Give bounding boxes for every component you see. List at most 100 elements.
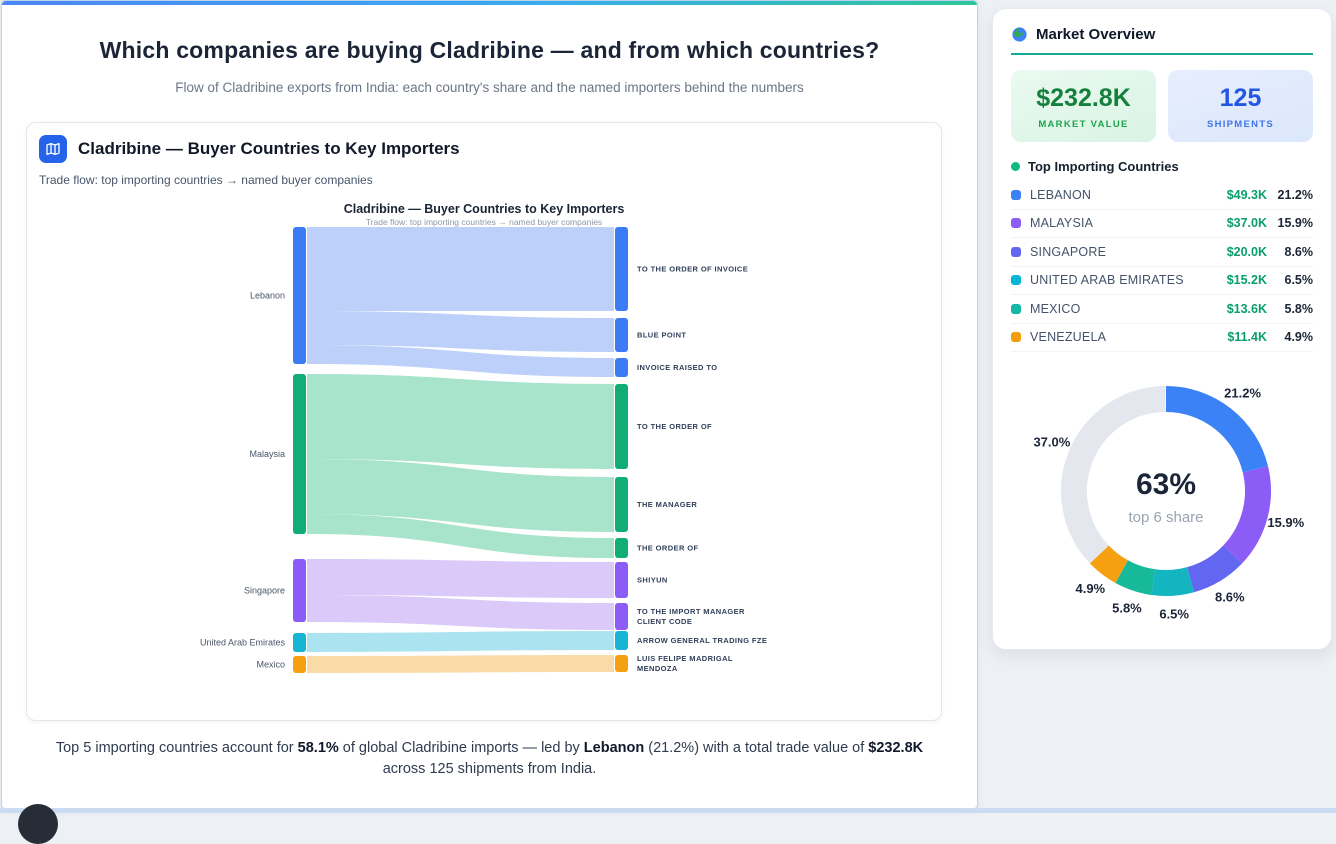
page-subtitle: Flow of Cladribine exports from India: e… <box>175 80 804 95</box>
sankey-importer-node[interactable] <box>615 562 628 598</box>
country-name: UNITED ARAB EMIRATES <box>1030 273 1184 288</box>
sankey-importer-label: THE MANAGER <box>637 500 697 509</box>
sankey-flow[interactable] <box>307 227 614 311</box>
donut-chart-wrap: 21.2% 15.9% 8.6% 6.5% 5.8% 4.9% 37.0% 63% top 6 … <box>993 364 1331 640</box>
donut-chart: 21.2% 15.9% 8.6% 6.5% 5.8% 4.9% 37.0% 63% top 6 … <box>1033 386 1304 622</box>
corner-badge <box>18 804 58 844</box>
sankey-importer-node[interactable] <box>615 384 628 469</box>
stats-row: $232.8K MARKET VALUE 125 SHIPMENTS <box>1011 70 1313 142</box>
donut-slice-mexico[interactable] <box>1115 560 1156 595</box>
country-row: MALAYSIA $37.0K 15.9% <box>1011 210 1313 238</box>
market-overview-card: Market Overview $232.8K MARKET VALUE 125 SH… <box>992 8 1332 650</box>
country-value: $15.2K <box>1226 273 1267 288</box>
sankey-country-label: Lebanon <box>250 291 285 301</box>
sankey-importer-node[interactable] <box>615 318 628 352</box>
chart-card-subtitle: Trade flow: top importing countries → na… <box>39 173 373 187</box>
country-color-dot <box>1011 303 1021 314</box>
sankey-country-node-lebanon[interactable] <box>293 227 306 364</box>
sankey-importer-label: THE ORDER OF <box>637 544 698 553</box>
sankey-importer-label: ARROW GENERAL TRADING FZE <box>637 636 767 645</box>
sankey-flow[interactable] <box>307 459 614 532</box>
sankey-flow[interactable] <box>307 514 614 558</box>
bottom-strip <box>0 808 1336 813</box>
stat-value: $232.8K <box>1036 84 1131 112</box>
donut-slice-venezuela[interactable] <box>1089 545 1129 584</box>
sankey-importer-node[interactable] <box>615 631 628 650</box>
summary-text: Top 5 importing countries account for 58… <box>42 738 937 780</box>
donut-slice-label: 15.9% <box>1267 515 1304 530</box>
summary-value-bold: $232.8K <box>868 740 924 756</box>
country-name: VENEZUELA <box>1030 330 1107 345</box>
stat-value: 125 <box>1219 84 1262 112</box>
sankey-chart: Cladribine — Buyer Countries to Key Impo… <box>200 202 767 673</box>
country-name: SINGAPORE <box>1030 244 1107 259</box>
country-name: MEXICO <box>1030 301 1081 316</box>
sankey-importer-label: TO THE IMPORT MANAGER <box>637 607 745 616</box>
sankey-flow[interactable] <box>307 374 614 469</box>
sankey-chart-card: Cladribine — Buyer Countries to Key Impo… <box>26 122 942 721</box>
country-percent: 21.2% <box>1277 187 1313 202</box>
donut-slice-malaysia[interactable] <box>1222 466 1271 564</box>
summary-segment: of global Cladribine imports — led by <box>338 740 584 756</box>
donut-slice-label: 21.2% <box>1224 386 1261 401</box>
sankey-flow[interactable] <box>307 345 614 377</box>
donut-slice-label: 6.5% <box>1159 607 1189 622</box>
donut-slice-united-arab-emirates[interactable] <box>1151 567 1195 596</box>
sankey-flow[interactable] <box>307 655 614 673</box>
sankey-country-label: Singapore <box>244 586 285 596</box>
sankey-importer-node[interactable] <box>615 358 628 377</box>
sankey-flow[interactable] <box>307 595 614 630</box>
country-name: MALAYSIA <box>1030 216 1094 231</box>
sankey-country-node-mexico[interactable] <box>293 656 306 673</box>
sankey-title: Cladribine — Buyer Countries to Key Impo… <box>344 202 625 216</box>
country-row: MEXICO $13.6K 5.8% <box>1011 295 1313 324</box>
stat-market-value: $232.8K MARKET VALUE <box>1011 70 1156 142</box>
donut-slice-singapore[interactable] <box>1186 545 1243 593</box>
country-percent: 6.5% <box>1284 273 1314 288</box>
country-percent: 4.9% <box>1284 330 1314 345</box>
stat-shipments: 125 SHIPMENTS <box>1168 70 1313 142</box>
sankey-flow[interactable] <box>307 631 614 652</box>
country-color-dot <box>1011 189 1021 200</box>
sankey-importer-label: TO THE ORDER OF <box>637 422 712 431</box>
sankey-importer-node[interactable] <box>615 227 628 311</box>
country-value: $11.4K <box>1227 330 1267 345</box>
sankey-importer-node[interactable] <box>615 603 628 630</box>
page-title: Which companies are buying Cladribine — … <box>99 37 880 63</box>
stat-label: SHIPMENTS <box>1206 119 1275 130</box>
sankey-flow[interactable] <box>307 311 614 352</box>
sankey-country-node-singapore[interactable] <box>293 559 306 622</box>
sankey-country-label: United Arab Emirates <box>200 638 286 648</box>
sankey-importer-node[interactable] <box>615 477 628 532</box>
country-row: VENEZUELA $11.4K 4.9% <box>1011 324 1314 352</box>
donut-center-value: 63% <box>1136 468 1196 501</box>
donut-slice-other[interactable] <box>1061 386 1166 564</box>
country-percent: 5.8% <box>1284 301 1314 316</box>
sankey-country-label: Malaysia <box>249 449 285 459</box>
globe-icon <box>1011 26 1028 43</box>
top-importing-countries-label: Top Importing Countries <box>1028 159 1179 174</box>
market-overview-title: Market Overview <box>1036 26 1156 43</box>
sankey-importer-label: INVOICE RAISED TO <box>637 363 717 372</box>
sankey-country-label: Mexico <box>256 660 285 670</box>
sankey-importer-label: SHIYUN <box>637 576 668 585</box>
gradient-accent-bar <box>2 1 977 5</box>
sankey-country-node-united-arab-emirates[interactable] <box>293 633 306 652</box>
donut-slice-lebanon[interactable] <box>1165 386 1269 473</box>
country-color-dot <box>1011 218 1021 229</box>
sankey-flow[interactable] <box>307 559 614 598</box>
sankey-country-node-malaysia[interactable] <box>293 374 306 534</box>
country-row: LEBANON $49.3K 21.2% <box>1011 181 1313 210</box>
sankey-importer-label: BLUE POINT <box>637 331 686 340</box>
summary-segment: Top 5 importing countries account for <box>55 740 298 756</box>
country-value: $37.0K <box>1226 216 1267 231</box>
report-panel: Which companies are buying Cladribine — … <box>1 0 978 809</box>
donut-slice-label: 5.8% <box>1112 601 1142 616</box>
summary-country-bold: Lebanon <box>583 740 645 756</box>
sankey-importer-node[interactable] <box>615 538 628 558</box>
donut-slice-label: 8.6% <box>1215 589 1245 604</box>
country-name: LEBANON <box>1030 187 1092 202</box>
sankey-importer-node[interactable] <box>615 655 628 672</box>
chart-card-title: Cladribine — Buyer Countries to Key Impo… <box>78 139 460 158</box>
bullet-dot-icon <box>1011 162 1020 171</box>
